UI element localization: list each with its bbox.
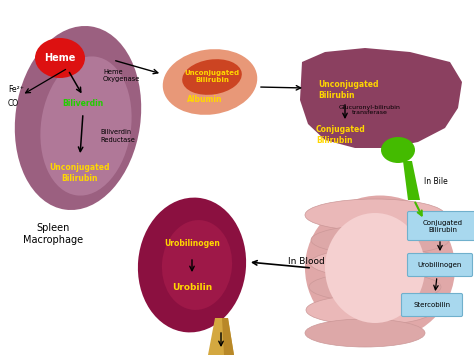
Text: Urobilin: Urobilin: [172, 283, 212, 291]
Text: Biliverdin: Biliverdin: [63, 98, 104, 108]
Ellipse shape: [305, 319, 425, 347]
FancyBboxPatch shape: [408, 212, 474, 240]
Text: Unconjugated
Bilirubin: Unconjugated Bilirubin: [184, 71, 239, 83]
Text: Unconjugated
Bilirubin: Unconjugated Bilirubin: [50, 163, 110, 183]
Ellipse shape: [309, 272, 441, 302]
Ellipse shape: [310, 248, 446, 278]
Ellipse shape: [35, 38, 85, 78]
Ellipse shape: [381, 137, 415, 163]
Text: Heme
Oxygenase: Heme Oxygenase: [103, 70, 140, 82]
Ellipse shape: [306, 295, 434, 325]
Text: Unconjugated
Bilirubin: Unconjugated Bilirubin: [318, 80, 379, 100]
Text: In Blood: In Blood: [288, 257, 325, 267]
Text: Glucuronyl-bilirubin
transferase: Glucuronyl-bilirubin transferase: [339, 105, 401, 115]
Polygon shape: [208, 318, 234, 355]
Ellipse shape: [15, 26, 141, 210]
Text: Urobilinogen: Urobilinogen: [164, 239, 220, 247]
Text: Heme: Heme: [44, 53, 76, 63]
Text: Albumin: Albumin: [187, 95, 223, 104]
Ellipse shape: [138, 198, 246, 332]
Ellipse shape: [305, 199, 445, 231]
Ellipse shape: [40, 56, 132, 196]
Text: Conjugated
Bilirubin: Conjugated Bilirubin: [316, 125, 366, 145]
Ellipse shape: [163, 49, 257, 115]
Ellipse shape: [311, 225, 449, 255]
Text: CO: CO: [8, 98, 19, 108]
Text: Conjugated
Bilirubin: Conjugated Bilirubin: [423, 219, 463, 233]
Ellipse shape: [182, 59, 242, 95]
Polygon shape: [222, 318, 234, 355]
Text: Urobilinogen: Urobilinogen: [418, 262, 462, 268]
Ellipse shape: [325, 213, 425, 323]
Polygon shape: [300, 48, 462, 148]
FancyBboxPatch shape: [401, 294, 463, 317]
Text: Biliverdin
Reductase: Biliverdin Reductase: [100, 130, 135, 142]
Text: Stercobilin: Stercobilin: [413, 302, 451, 308]
Ellipse shape: [162, 220, 232, 310]
Text: In Bile: In Bile: [424, 178, 448, 186]
Text: Spleen
Macrophage: Spleen Macrophage: [23, 223, 83, 245]
Text: Fe²⁺: Fe²⁺: [8, 86, 24, 94]
FancyBboxPatch shape: [408, 253, 473, 277]
Polygon shape: [403, 161, 420, 200]
Ellipse shape: [305, 196, 455, 340]
